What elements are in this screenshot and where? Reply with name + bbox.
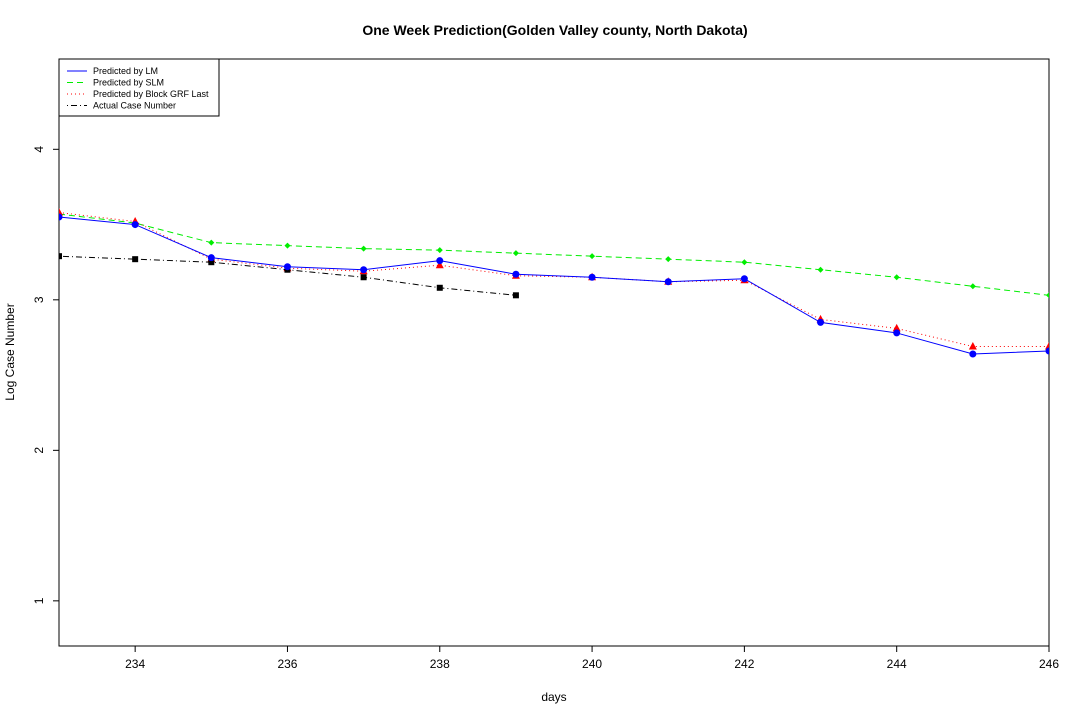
data-point (436, 247, 443, 254)
x-tick-label: 242 (734, 657, 754, 671)
data-point (360, 245, 367, 252)
series-layer (59, 208, 1049, 358)
data-point (817, 266, 824, 273)
y-tick-label: 2 (32, 447, 46, 454)
data-point (588, 273, 596, 281)
legend-label: Predicted by Block GRF Last (93, 89, 209, 99)
data-point (208, 259, 215, 266)
data-point (969, 283, 976, 290)
series-line (59, 212, 1049, 347)
data-point (665, 256, 672, 263)
y-axis-title: Log Case Number (3, 303, 17, 400)
data-point (1045, 341, 1049, 350)
data-point (435, 260, 444, 269)
data-point (59, 213, 63, 221)
x-axis-title: days (541, 690, 566, 704)
y-tick-label: 1 (32, 597, 46, 604)
data-point (893, 274, 900, 281)
data-point (817, 318, 825, 326)
data-point (360, 266, 368, 274)
x-tick-label: 236 (277, 657, 297, 671)
legend-label: Actual Case Number (93, 101, 176, 111)
data-point (1046, 292, 1049, 299)
x-axis: 234 236 238 240 242 244 246 (125, 646, 1059, 671)
data-point (283, 263, 291, 271)
data-point (59, 253, 62, 260)
series-3 (59, 253, 519, 299)
data-point (741, 259, 748, 266)
y-tick-label: 4 (32, 146, 46, 153)
data-point (207, 254, 215, 262)
data-point (1045, 347, 1049, 355)
data-point (512, 292, 519, 299)
legend: Predicted by LM Predicted by SLMPredicted… (58, 58, 220, 117)
x-tick-label: 246 (1039, 657, 1059, 671)
data-point (436, 284, 443, 291)
series-2 (59, 208, 1049, 350)
data-point (512, 250, 519, 257)
x-tick-label: 234 (125, 657, 145, 671)
y-tick-label: 3 (32, 296, 46, 303)
legend-label: Predicted by SLM (93, 78, 164, 88)
x-tick-label: 244 (887, 657, 907, 671)
data-point (512, 270, 520, 278)
data-point (969, 350, 977, 358)
data-point (208, 239, 215, 246)
series-0 (59, 213, 1049, 358)
data-point (740, 275, 748, 283)
series-line (59, 216, 1049, 355)
chart-title: One Week Prediction(Golden Valley county… (362, 22, 747, 38)
data-point (132, 256, 139, 263)
data-point (664, 278, 672, 286)
legend-label: Predicted by LM (93, 66, 158, 76)
data-point (436, 257, 444, 265)
data-point (589, 253, 596, 260)
data-point (360, 274, 367, 281)
data-point (59, 208, 63, 216)
legend-box (58, 58, 220, 117)
plot-frame (58, 58, 1050, 647)
data-point (968, 341, 977, 350)
y-axis: 1 2 3 4 (32, 146, 59, 604)
series-line (59, 213, 1049, 296)
data-point (284, 242, 291, 249)
data-point (892, 323, 901, 332)
data-point (131, 221, 139, 229)
data-point (893, 329, 901, 337)
x-tick-label: 240 (582, 657, 602, 671)
x-tick-label: 238 (430, 657, 450, 671)
